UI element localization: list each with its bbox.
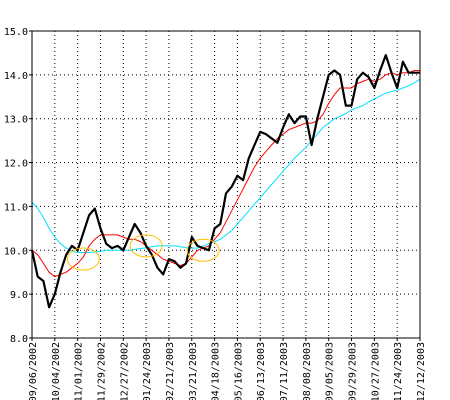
- x-tick-label: 06/13/2003: [256, 342, 267, 400]
- series-line-ma_short: [31, 70, 420, 278]
- plot-frame: [31, 30, 421, 339]
- series-line-ma_long: [31, 78, 421, 253]
- series-line-price: [30, 53, 420, 309]
- x-tick-label: 11/01/2002: [74, 342, 85, 400]
- highlight-ellipse: [129, 234, 163, 258]
- y-axis-ticks: 8.0 9.0 10.0 11.0 12.0 13.0 14.0 15.0: [4, 27, 32, 345]
- x-tick-label: 09/06/2002: [28, 342, 39, 400]
- y-tick-label: 12.0: [4, 159, 28, 170]
- x-tick-label: 12/12/2003: [416, 342, 427, 400]
- y-tick-label: 11.0: [4, 202, 28, 213]
- y-tick-label: 9.0: [10, 290, 28, 301]
- x-tick-label: 10/04/2002: [51, 342, 62, 400]
- x-tick-label: 11/29/2002: [96, 342, 107, 400]
- y-tick-label: 13.0: [4, 115, 28, 126]
- x-tick-label: 08/08/2003: [302, 342, 313, 400]
- y-tick-label: 14.0: [4, 71, 28, 82]
- x-tick-label: 07/11/2003: [279, 342, 290, 400]
- x-tick-label: 09/05/2003: [325, 342, 336, 400]
- x-tick-label: 11/24/2003: [393, 342, 404, 400]
- x-tick-label: 03/21/2003: [188, 342, 199, 400]
- x-tick-label: 10/27/2003: [370, 342, 381, 400]
- x-tick-label: 09/29/2003: [348, 342, 359, 400]
- x-tick-label: 12/27/2002: [119, 342, 130, 400]
- y-tick-label: 15.0: [4, 27, 28, 38]
- x-tick-label: 02/21/2003: [165, 342, 176, 400]
- x-tick-label: 05/16/2003: [233, 342, 244, 400]
- x-tick-label: 01/24/2003: [142, 342, 153, 400]
- y-tick-label: 10.0: [4, 246, 28, 257]
- x-tick-label: 04/18/2003: [211, 342, 222, 400]
- highlight-annotations: [66, 234, 220, 271]
- y-tick-label: 8.0: [10, 334, 28, 345]
- grid-lines: [32, 31, 420, 338]
- chart-series: [30, 53, 421, 309]
- highlight-ellipse: [66, 247, 100, 271]
- x-axis-ticks: 09/06/2002 10/04/2002 11/01/2002 11/29/2002…: [28, 338, 427, 400]
- highlight-ellipse: [186, 238, 220, 262]
